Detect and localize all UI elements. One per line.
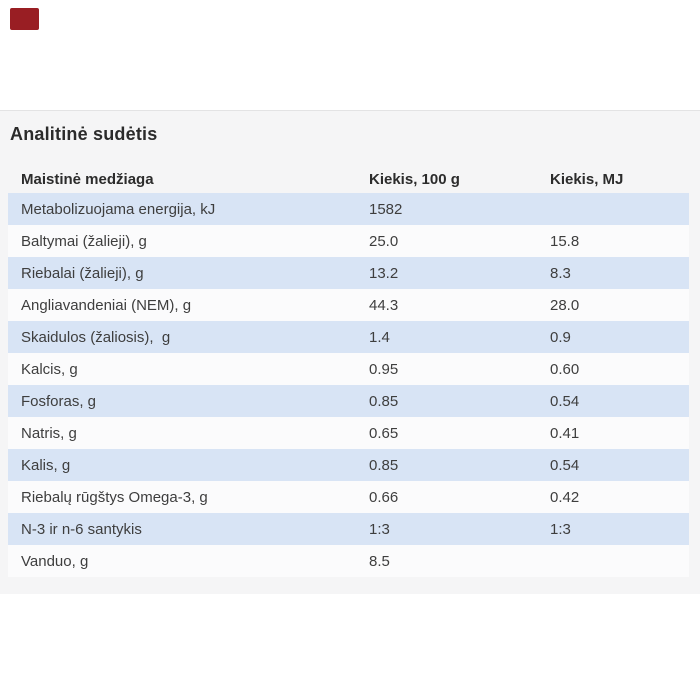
table-row: Angliavandeniai (NEM), g 44.3 28.0 — [8, 289, 689, 321]
amount-mj: 0.9 — [550, 328, 571, 346]
column-header-amount-100g: Kiekis, 100 g — [369, 170, 460, 188]
amount-100g: 1582 — [369, 200, 403, 218]
amount-mj: 0.54 — [550, 392, 580, 410]
amount-100g: 0.66 — [369, 488, 399, 506]
amount-mj: 0.60 — [550, 360, 580, 378]
amount-100g: 1:3 — [369, 520, 390, 538]
table-row: N-3 ir n-6 santykis 1:3 1:3 — [8, 513, 689, 545]
analytical-composition-section: Analitinė sudėtis Maistinė medžiaga Kiek… — [0, 110, 700, 594]
amount-mj: 8.3 — [550, 264, 571, 282]
amount-mj: 15.8 — [550, 232, 580, 250]
amount-100g: 25.0 — [369, 232, 399, 250]
column-header-nutrient: Maistinė medžiaga — [21, 170, 154, 188]
section-title: Analitinė sudėtis — [10, 124, 158, 144]
table-row: Baltymai (žalieji), g 25.0 15.8 — [8, 225, 689, 257]
amount-100g: 0.65 — [369, 424, 399, 442]
amount-100g: 8.5 — [369, 552, 390, 570]
column-header-amount-mj: Kiekis, MJ — [550, 170, 624, 188]
nutrient-label: Fosforas, g — [21, 392, 97, 410]
amount-100g: 0.85 — [369, 392, 399, 410]
nutrient-label: Natris, g — [21, 424, 77, 442]
nutrient-label: Vanduo, g — [21, 552, 89, 570]
brand-mark — [10, 8, 39, 30]
amount-100g: 0.85 — [369, 456, 399, 474]
amount-100g: 1.4 — [369, 328, 390, 346]
table-row: Kalcis, g 0.95 0.60 — [8, 353, 689, 385]
nutrient-label: Kalcis, g — [21, 360, 78, 378]
amount-mj: 1:3 — [550, 520, 571, 538]
nutrient-label: N-3 ir n-6 santykis — [21, 520, 142, 538]
nutrient-label: Metabolizuojama energija, kJ — [21, 200, 216, 218]
nutrient-label: Riebalų rūgštys Omega-3, g — [21, 488, 208, 506]
nutrient-label: Riebalai (žalieji), g — [21, 264, 144, 282]
amount-mj: 0.41 — [550, 424, 580, 442]
nutrient-label: Kalis, g — [21, 456, 71, 474]
table-row: Natris, g 0.65 0.41 — [8, 417, 689, 449]
amount-100g: 13.2 — [369, 264, 399, 282]
amount-100g: 44.3 — [369, 296, 399, 314]
table-header-row: Maistinė medžiaga Kiekis, 100 g Kiekis, … — [8, 165, 689, 193]
table-row: Skaidulos (žaliosis), g 1.4 0.9 — [8, 321, 689, 353]
table-row: Riebalų rūgštys Omega-3, g 0.66 0.42 — [8, 481, 689, 513]
table-row: Fosforas, g 0.85 0.54 — [8, 385, 689, 417]
amount-mj: 28.0 — [550, 296, 580, 314]
amount-mj: 0.42 — [550, 488, 580, 506]
amount-100g: 0.95 — [369, 360, 399, 378]
nutrient-label: Baltymai (žalieji), g — [21, 232, 147, 250]
nutrient-label: Skaidulos (žaliosis), g — [21, 328, 171, 346]
table-body: Metabolizuojama energija, kJ 1582 Baltym… — [8, 193, 689, 577]
nutrient-label: Angliavandeniai (NEM), g — [21, 296, 192, 314]
table-row: Riebalai (žalieji), g 13.2 8.3 — [8, 257, 689, 289]
amount-mj: 0.54 — [550, 456, 580, 474]
table-row: Kalis, g 0.85 0.54 — [8, 449, 689, 481]
table-row: Metabolizuojama energija, kJ 1582 — [8, 193, 689, 225]
table-row: Vanduo, g 8.5 — [8, 545, 689, 577]
